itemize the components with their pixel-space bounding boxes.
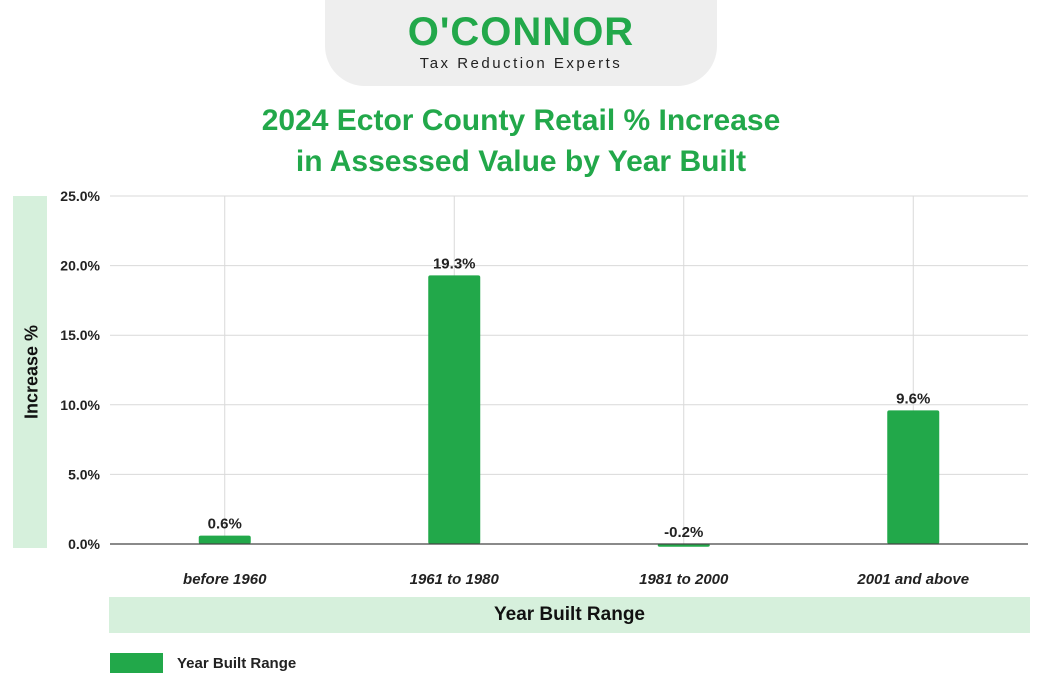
data-label: 19.3% <box>433 255 476 272</box>
brand-tagline: Tax Reduction Experts <box>419 55 623 72</box>
y-tick-label: 10.0% <box>60 397 100 413</box>
chart-title-line-1: 2024 Ector County Retail % Increase <box>261 104 781 137</box>
y-axis-label-band <box>13 196 47 548</box>
legend-swatch <box>110 653 163 673</box>
bar <box>198 535 251 544</box>
y-tick-label: 25.0% <box>60 188 100 204</box>
data-label: 9.6% <box>896 390 930 407</box>
legend: Year Built Range <box>110 652 296 674</box>
logo-banner: O'CONNOR Tax Reduction Experts <box>325 0 717 86</box>
bar <box>887 410 940 544</box>
bar <box>657 544 710 547</box>
bar <box>428 275 481 544</box>
chart-title-line-2: in Assessed Value by Year Built <box>295 145 747 178</box>
y-tick-label: 15.0% <box>60 327 100 343</box>
chart-title: 2024 Ector County Retail % Increase in A… <box>0 100 1042 182</box>
x-axis-title: Year Built Range <box>494 604 645 625</box>
y-tick-label: 20.0% <box>60 258 100 274</box>
x-tick-label: 2001 and above <box>856 571 969 588</box>
data-label: 0.6% <box>208 516 242 533</box>
legend-label: Year Built Range <box>177 654 297 672</box>
data-label: -0.2% <box>664 524 703 541</box>
brand-logo: O'CONNOR <box>407 10 635 54</box>
y-tick-label: 5.0% <box>68 466 100 482</box>
y-tick-label: 0.0% <box>68 536 100 552</box>
x-tick-label: 1961 to 1980 <box>410 571 500 588</box>
x-tick-label: 1981 to 2000 <box>639 571 729 588</box>
x-axis-label-band: Year Built Range <box>109 597 1030 633</box>
x-tick-label: before 1960 <box>183 571 267 588</box>
